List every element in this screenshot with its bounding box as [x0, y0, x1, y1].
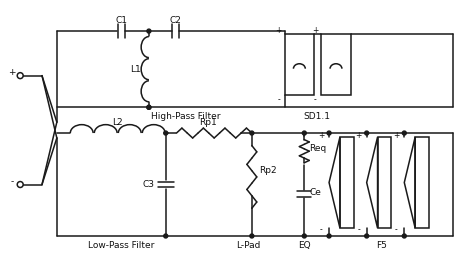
Text: L1: L1 [130, 65, 140, 74]
Text: -: - [11, 177, 14, 186]
Bar [321, 34, 351, 95]
Circle shape [327, 131, 331, 135]
Circle shape [164, 234, 168, 238]
Circle shape [402, 131, 406, 135]
Circle shape [17, 182, 23, 188]
Text: -: - [314, 95, 317, 104]
Text: C3: C3 [143, 180, 155, 189]
Text: High-Pass Filter: High-Pass Filter [151, 112, 220, 121]
Circle shape [302, 234, 306, 238]
Text: +: + [312, 26, 319, 35]
Circle shape [302, 131, 306, 135]
Text: Req: Req [310, 144, 327, 153]
Circle shape [17, 73, 23, 79]
Text: C2: C2 [170, 16, 182, 25]
Text: Ce: Ce [309, 188, 321, 197]
Bar [340, 137, 354, 228]
Text: Low-Pass Filter: Low-Pass Filter [88, 241, 155, 251]
Text: +: + [9, 68, 16, 77]
Text: -: - [277, 95, 280, 104]
Text: F5: F5 [376, 241, 387, 251]
Text: +: + [393, 131, 400, 139]
Text: +: + [356, 131, 362, 139]
Circle shape [365, 131, 369, 135]
Circle shape [147, 29, 151, 33]
Text: -: - [320, 226, 322, 235]
Bar [415, 137, 429, 228]
Text: -: - [395, 226, 398, 235]
Text: C1: C1 [115, 16, 127, 25]
Circle shape [402, 234, 406, 238]
Text: Rp1: Rp1 [200, 118, 217, 127]
Text: EQ: EQ [298, 241, 310, 251]
Text: SD1.1: SD1.1 [304, 112, 331, 121]
Circle shape [327, 234, 331, 238]
Text: L-Pad: L-Pad [236, 241, 260, 251]
Text: L2: L2 [112, 118, 123, 127]
Text: -: - [357, 226, 360, 235]
Circle shape [250, 131, 254, 135]
Text: +: + [275, 26, 282, 35]
Bar [284, 34, 314, 95]
Text: Rp2: Rp2 [259, 166, 276, 175]
Text: +: + [318, 131, 324, 139]
Bar [378, 137, 392, 228]
Circle shape [147, 105, 151, 109]
Circle shape [250, 234, 254, 238]
Circle shape [164, 131, 168, 135]
Circle shape [365, 234, 369, 238]
Circle shape [147, 105, 151, 109]
